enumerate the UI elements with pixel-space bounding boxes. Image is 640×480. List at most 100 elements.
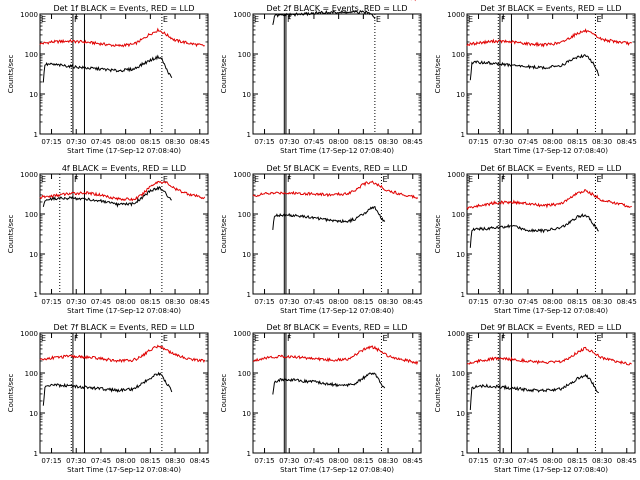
x-tick-label: 07:30 — [66, 298, 86, 306]
x-tick-label: 08:30 — [378, 138, 398, 146]
events-series-line — [469, 53, 600, 81]
x-tick-label: 07:45 — [91, 138, 111, 146]
time-marker-label: E — [163, 15, 168, 24]
time-marker-label: E — [596, 334, 601, 343]
y-axis-label: Counts/sec — [7, 215, 15, 254]
y-tick-label: 100 — [452, 51, 465, 59]
events-series-line — [42, 185, 173, 208]
y-tick-label: 10 — [242, 91, 251, 99]
y-axis-label: Counts/sec — [434, 215, 442, 254]
x-tick-label: 08:00 — [116, 298, 136, 306]
axes-frame — [39, 13, 209, 135]
y-tick-label: 1 — [247, 131, 251, 139]
y-tick-label: 10 — [242, 251, 251, 259]
y-tick-label: 1000 — [447, 11, 465, 19]
time-marker-label: F — [74, 175, 79, 184]
panel-title: Det 8f BLACK = Events, RED = LLD — [266, 323, 407, 332]
x-tick-label: 07:45 — [304, 298, 324, 306]
x-tick-label: 07:15 — [468, 298, 488, 306]
lld-series-line — [253, 345, 419, 366]
time-marker-label: E — [596, 15, 601, 24]
time-marker-label: E — [254, 15, 259, 24]
y-tick-label: 1 — [34, 291, 38, 299]
x-tick-label: 07:45 — [518, 298, 538, 306]
time-marker-label: F — [74, 334, 79, 343]
y-tick-label: 100 — [238, 51, 251, 59]
x-tick-label: 07:30 — [66, 457, 86, 465]
panel-title: Det 5f BLACK = Events, RED = LLD — [266, 164, 407, 173]
x-tick-label: 08:45 — [617, 298, 637, 306]
x-tick-label: 07:30 — [279, 457, 299, 465]
x-tick-label: 07:15 — [254, 138, 274, 146]
time-marker-label: F — [501, 175, 506, 184]
x-tick-label: 08:30 — [592, 457, 612, 465]
y-tick-label: 1000 — [233, 171, 251, 179]
y-tick-label: 10 — [29, 91, 38, 99]
x-tick-label: 08:00 — [329, 457, 349, 465]
y-tick-label: 100 — [25, 211, 38, 219]
events-series-line — [469, 373, 600, 411]
x-axis-label: Start Time (17-Sep-12 07:08:40) — [280, 147, 394, 155]
x-axis-label: Start Time (17-Sep-12 07:08:40) — [67, 307, 181, 315]
x-axis-label: Start Time (17-Sep-12 07:08:40) — [280, 466, 394, 474]
panel: Det 9f BLACK = Events, RED = LLD 1 10 100 10… — [434, 323, 637, 474]
panel-title: Det 7f BLACK = Events, RED = LLD — [53, 323, 194, 332]
y-tick-label: 10 — [456, 410, 465, 418]
x-tick-label: 07:45 — [304, 457, 324, 465]
x-tick-label: 08:00 — [116, 138, 136, 146]
x-tick-label: 07:45 — [91, 457, 111, 465]
panel-title: Det 1f BLACK = Events, RED = LLD — [53, 4, 194, 13]
x-tick-label: 07:15 — [41, 298, 61, 306]
panel: Det 3f BLACK = Events, RED = LLD 1 10 100 10… — [434, 4, 637, 155]
panel-title: Det 6f BLACK = Events, RED = LLD — [480, 164, 621, 173]
x-tick-label: 08:15 — [567, 138, 587, 146]
x-tick-label: 08:30 — [165, 138, 185, 146]
x-tick-label: 07:15 — [468, 138, 488, 146]
x-tick-label: 07:30 — [493, 138, 513, 146]
x-tick-label: 07:30 — [493, 298, 513, 306]
y-axis-label: Counts/sec — [7, 55, 15, 94]
x-tick-label: 08:15 — [140, 457, 160, 465]
y-tick-label: 10 — [29, 410, 38, 418]
x-tick-label: 07:45 — [518, 138, 538, 146]
x-tick-label: 08:15 — [353, 138, 373, 146]
x-tick-label: 08:30 — [378, 298, 398, 306]
panel: Det 5f BLACK = Events, RED = LLD 1 10 100 10… — [220, 164, 423, 315]
y-tick-label: 1000 — [233, 11, 251, 19]
axes-frame — [252, 332, 422, 454]
events-series-line — [272, 372, 386, 395]
x-tick-label: 07:45 — [518, 457, 538, 465]
x-tick-label: 08:45 — [190, 138, 210, 146]
lld-series-line — [39, 27, 205, 48]
y-axis-label: Counts/sec — [434, 374, 442, 413]
y-tick-label: 100 — [452, 370, 465, 378]
events-series-line — [272, 9, 376, 26]
x-tick-label: 08:15 — [567, 457, 587, 465]
y-tick-label: 1000 — [20, 11, 38, 19]
x-tick-label: 07:15 — [254, 457, 274, 465]
time-marker-label: F — [287, 15, 292, 24]
axes-frame — [466, 173, 636, 295]
time-marker-label: F — [501, 15, 506, 24]
y-axis-label: Counts/sec — [434, 55, 442, 94]
y-tick-label: 10 — [456, 91, 465, 99]
panel: Det 1f BLACK = Events, RED = LLD 1 10 100 10… — [7, 4, 210, 155]
y-tick-label: 100 — [452, 211, 465, 219]
lld-series-line — [39, 344, 206, 364]
x-tick-label: 08:15 — [140, 298, 160, 306]
y-tick-label: 1000 — [20, 330, 38, 338]
time-marker-label: E — [41, 334, 46, 343]
lld-series-line — [252, 180, 419, 200]
x-tick-label: 08:30 — [378, 457, 398, 465]
y-tick-label: 10 — [242, 410, 251, 418]
panel-title: 4f BLACK = Events, RED = LLD — [62, 164, 186, 173]
y-tick-label: 100 — [238, 370, 251, 378]
x-tick-label: 08:45 — [403, 138, 423, 146]
x-tick-label: 08:30 — [592, 298, 612, 306]
time-marker-label: E — [163, 175, 168, 184]
x-tick-label: 08:45 — [190, 457, 210, 465]
time-marker-label: F — [287, 334, 292, 343]
time-marker-label: E — [254, 175, 259, 184]
x-axis-label: Start Time (17-Sep-12 07:08:40) — [280, 307, 394, 315]
y-tick-label: 1000 — [447, 330, 465, 338]
